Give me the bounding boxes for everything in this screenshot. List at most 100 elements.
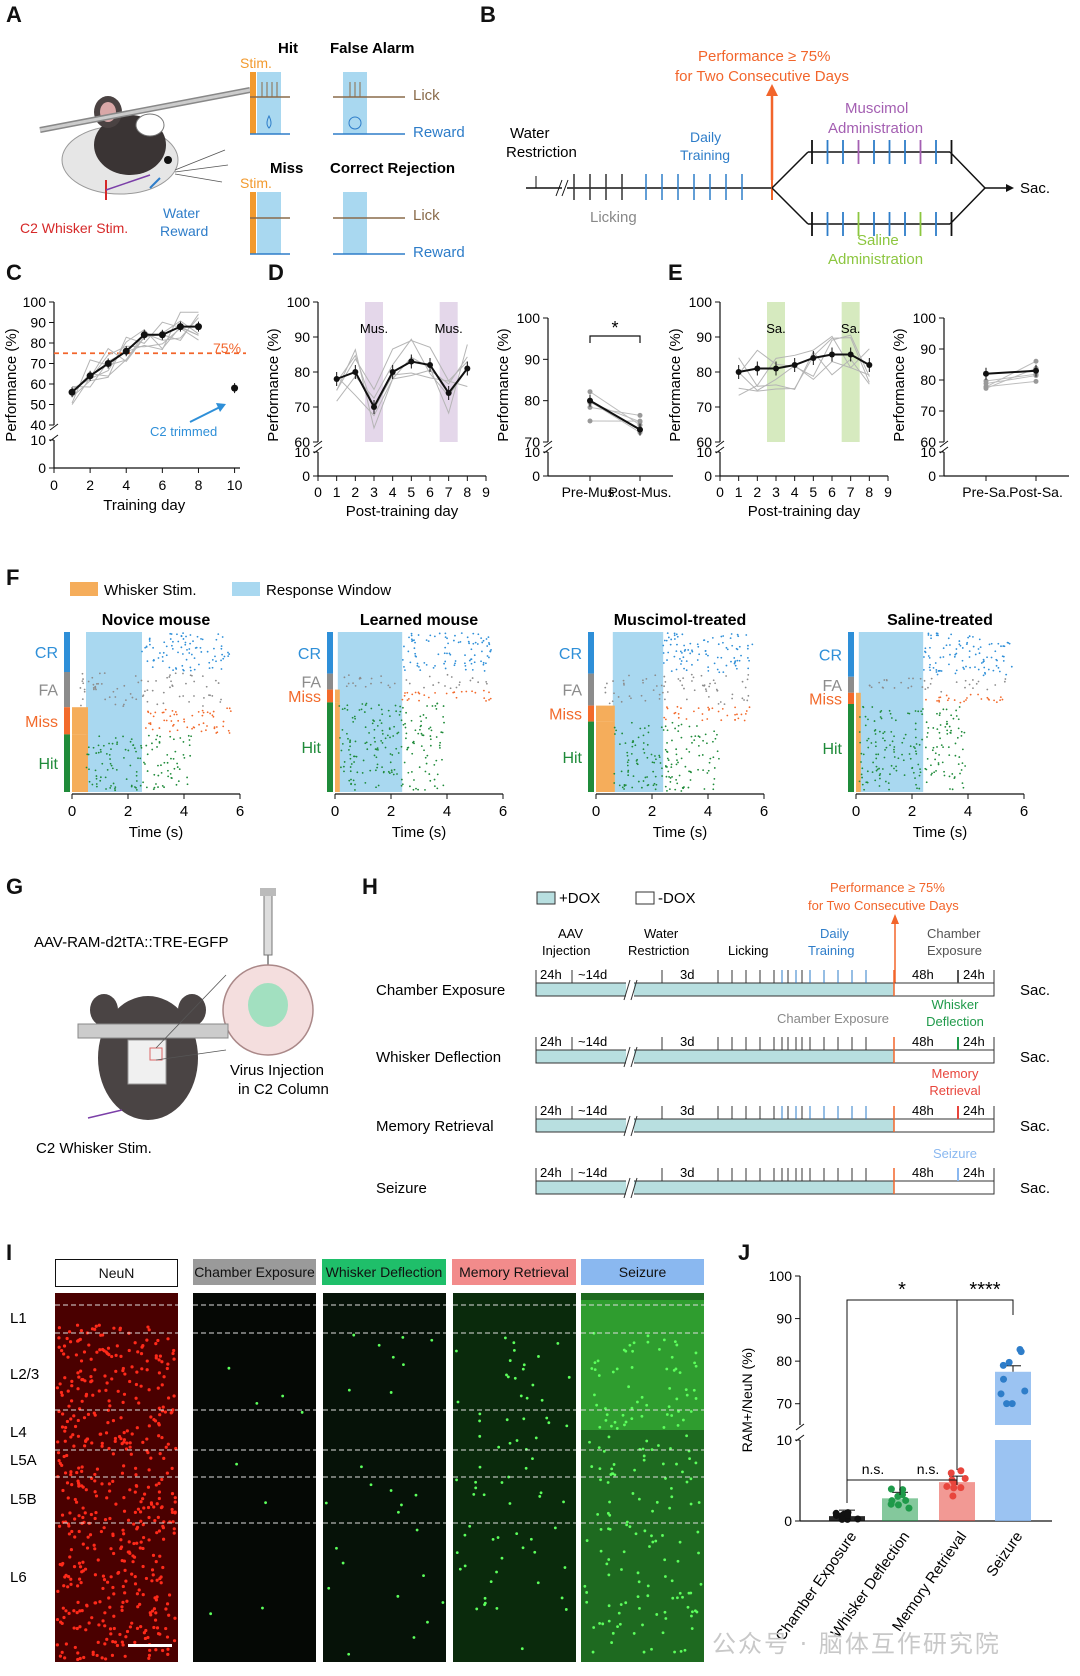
lick-dot	[174, 667, 177, 669]
lick-dot	[924, 651, 927, 654]
lick-dot	[162, 651, 165, 654]
neun-cell	[60, 1513, 65, 1517]
i-header-neun: NeuN	[55, 1259, 178, 1287]
raster-title: Saline-treated	[887, 612, 993, 629]
ram-cell	[458, 1567, 462, 1571]
mean-point	[140, 331, 148, 339]
x-tick-label: 6	[236, 803, 244, 820]
ram-cell	[585, 1539, 589, 1542]
neun-cell	[108, 1605, 112, 1609]
ram-cell	[474, 1486, 478, 1490]
lick-dot	[215, 638, 218, 641]
lick-dot	[110, 784, 112, 787]
ram-cell	[619, 1603, 623, 1606]
lick-dot	[941, 761, 944, 764]
lick-dot	[201, 675, 204, 678]
neun-cell	[84, 1488, 88, 1492]
ram-cell	[650, 1534, 653, 1538]
ram-cell	[255, 1401, 259, 1405]
y-tick-label: 60	[920, 434, 936, 450]
ram-cell	[531, 1383, 535, 1387]
lick-dot	[707, 769, 710, 772]
dox-off-bar	[893, 1118, 995, 1133]
lick-dot	[663, 716, 666, 719]
y-tick-label: 80	[30, 335, 46, 351]
significance-bracket	[589, 335, 641, 343]
neun-cell	[173, 1510, 177, 1514]
lick-dot	[189, 666, 192, 669]
lick-dot	[432, 666, 435, 669]
lick-dot	[409, 661, 412, 664]
lick-dot	[867, 718, 869, 721]
mean-point	[371, 404, 377, 410]
neun-cell	[139, 1519, 143, 1523]
data-point	[1003, 1400, 1011, 1408]
duration-label: 3d	[680, 1165, 694, 1180]
lick-dot	[671, 775, 673, 778]
lick-dot	[1002, 645, 1005, 647]
lick-dot	[200, 651, 203, 653]
ram-cell	[507, 1475, 511, 1479]
lick-dot	[870, 686, 873, 689]
ram-cell	[662, 1426, 666, 1429]
lick-dot	[186, 726, 189, 729]
neun-cell	[131, 1554, 135, 1558]
lick-dot	[364, 685, 367, 688]
lick-dot	[664, 748, 667, 751]
lick-dot	[741, 680, 744, 683]
lick-dot	[173, 767, 176, 770]
lick-dot	[476, 643, 479, 645]
lick-dot	[736, 659, 739, 662]
lick-dot	[880, 717, 883, 720]
ram-cell	[670, 1414, 674, 1417]
lick-dot	[349, 741, 352, 743]
neun-cell	[161, 1526, 166, 1530]
neun-cell	[152, 1607, 157, 1611]
lick-dot	[477, 681, 480, 684]
lick-dot	[882, 732, 885, 735]
lick-dot	[408, 636, 410, 639]
lick-dot	[957, 763, 960, 766]
x-tick-label: 0	[68, 803, 76, 820]
neun-cell	[69, 1435, 73, 1439]
lick-dot	[189, 634, 192, 636]
neun-cell	[112, 1614, 116, 1618]
x-tick-label: 0	[314, 484, 322, 500]
ram-cell	[422, 1574, 425, 1578]
lick-dot	[698, 653, 701, 656]
x-tick-label: 7	[847, 484, 855, 500]
lick-dot	[940, 690, 943, 693]
lick-dot	[919, 677, 922, 680]
neun-cell	[103, 1642, 107, 1646]
miss-response-window	[257, 192, 281, 254]
lick-dot	[858, 716, 861, 718]
panel-letter-j: J	[738, 1240, 751, 1265]
event-label: Seizure	[933, 1146, 977, 1161]
ram-cell	[426, 1620, 429, 1624]
ram-cell	[585, 1600, 589, 1604]
layer-label: L2/3	[10, 1366, 39, 1383]
neun-cell	[135, 1541, 139, 1545]
neun-cell	[139, 1625, 143, 1629]
lick-dot	[484, 662, 487, 665]
lick-dot	[87, 753, 90, 756]
lick-dot	[640, 694, 643, 697]
lick-dot	[701, 754, 704, 756]
lick-dot	[885, 679, 888, 682]
neun-cell	[157, 1490, 162, 1494]
neun-cell	[60, 1393, 64, 1397]
lick-dot	[341, 742, 344, 745]
ram-cell	[636, 1595, 640, 1599]
lick-dot	[380, 681, 383, 684]
x-tick-label: 6	[499, 803, 507, 820]
lick-dot	[709, 682, 711, 685]
lick-dot	[209, 712, 212, 715]
lick-dot	[354, 789, 356, 791]
neun-cell	[166, 1337, 170, 1341]
trial-type-label: Hit	[562, 750, 582, 767]
lick-dot	[380, 675, 383, 678]
lick-dot	[701, 719, 704, 722]
y-axis-label: Performance (%)	[891, 328, 908, 441]
panel-letter-d: D	[268, 260, 284, 285]
